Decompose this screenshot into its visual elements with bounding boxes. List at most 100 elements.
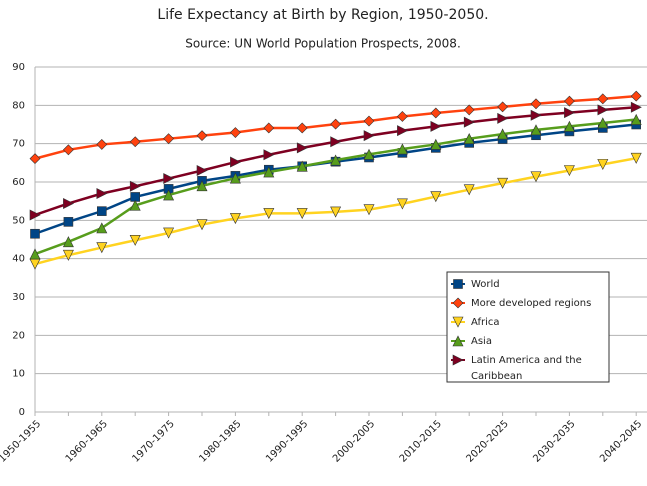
data-point [296, 142, 308, 154]
data-point [397, 125, 409, 137]
y-tick-label: 30 [12, 292, 25, 303]
data-point [430, 120, 442, 132]
data-point [196, 180, 208, 192]
legend-label: More developed regions [471, 298, 591, 309]
data-point [29, 248, 41, 260]
data-point [63, 217, 74, 227]
data-point [363, 115, 375, 127]
data-point [263, 166, 275, 178]
data-point [229, 172, 241, 184]
data-point [497, 101, 509, 113]
data-point [163, 133, 175, 145]
data-point [129, 199, 141, 211]
data-point [330, 118, 342, 130]
data-point [597, 159, 609, 171]
legend-label-line: Latin America and the [471, 355, 582, 366]
data-point [430, 138, 442, 150]
data-point [29, 209, 41, 221]
x-tick-label: 2000-2005 [331, 418, 377, 464]
data-point [296, 160, 308, 172]
data-point [263, 149, 275, 161]
data-point [196, 130, 208, 142]
data-point [229, 213, 241, 225]
x-tick-label: 1970-1975 [131, 418, 177, 464]
x-tick-label: 2040-2045 [598, 418, 644, 464]
y-tick-label: 50 [12, 215, 25, 226]
x-tick-label: 2010-2015 [398, 418, 444, 464]
data-point [563, 120, 575, 132]
data-point [30, 228, 40, 239]
legend-label-line: More developed regions [471, 298, 591, 309]
legend-marker [453, 279, 463, 289]
data-point [530, 98, 542, 110]
data-point [330, 136, 342, 148]
data-point [330, 154, 342, 166]
legend-label-line: Africa [471, 317, 500, 328]
data-point [363, 130, 375, 142]
data-point [196, 165, 208, 176]
legend-label-line: Caribbean [471, 371, 522, 382]
y-tick-label: 60 [12, 177, 25, 188]
data-point [530, 171, 542, 183]
data-point [630, 113, 642, 125]
legend-label: Africa [471, 317, 500, 328]
data-point [430, 191, 442, 203]
x-tick-label: 1980-1985 [197, 418, 243, 464]
data-point [630, 90, 642, 102]
data-point [564, 107, 576, 119]
data-point [62, 236, 74, 248]
legend-marker [452, 335, 464, 347]
data-point [463, 116, 475, 128]
data-point [463, 184, 475, 196]
x-tick-label: 2030-2035 [531, 418, 577, 464]
data-point [263, 122, 275, 134]
data-point [430, 107, 442, 119]
data-point [296, 208, 308, 220]
legend-marker [452, 316, 464, 328]
data-point [563, 95, 575, 107]
data-point [163, 189, 175, 201]
data-point [597, 104, 609, 116]
x-tick-label: 1960-1965 [64, 418, 110, 464]
x-tick-label: 2020-2025 [465, 418, 511, 464]
y-tick-label: 0 [19, 407, 25, 418]
data-point [96, 242, 108, 254]
chart-subtitle: Source: UN World Population Prospects, 2… [185, 37, 461, 51]
legend-marker [452, 354, 464, 366]
data-point [330, 206, 342, 218]
y-tick-label: 10 [12, 369, 25, 380]
data-point [597, 93, 609, 105]
y-tick-label: 40 [12, 254, 25, 265]
x-tick-label: 1990-1995 [264, 418, 310, 464]
data-point [97, 206, 107, 216]
data-point [463, 133, 475, 144]
data-point [62, 144, 74, 156]
data-point [530, 124, 542, 136]
legend-label-line: World [471, 279, 500, 290]
data-point [230, 156, 242, 168]
y-tick-label: 20 [12, 330, 25, 341]
data-point [296, 122, 308, 134]
data-point [363, 148, 375, 160]
data-point [497, 112, 509, 124]
data-point [263, 208, 275, 220]
data-point [396, 198, 408, 210]
data-point [463, 104, 475, 116]
legend-box [446, 271, 610, 383]
data-point [396, 111, 408, 122]
legend-label-line: Asia [471, 336, 492, 347]
data-point [229, 127, 241, 138]
data-point [96, 139, 108, 150]
data-point [630, 152, 642, 164]
data-point [29, 153, 41, 165]
data-point [96, 188, 108, 199]
chart-title: Life Expectancy at Birth by Region, 1950… [157, 7, 488, 23]
legend-label: Latin America and the Caribbean [471, 355, 582, 382]
data-point [630, 101, 642, 113]
data-point [63, 197, 75, 209]
data-point [129, 180, 141, 192]
y-tick-label: 90 [12, 62, 25, 73]
data-point [597, 117, 609, 129]
